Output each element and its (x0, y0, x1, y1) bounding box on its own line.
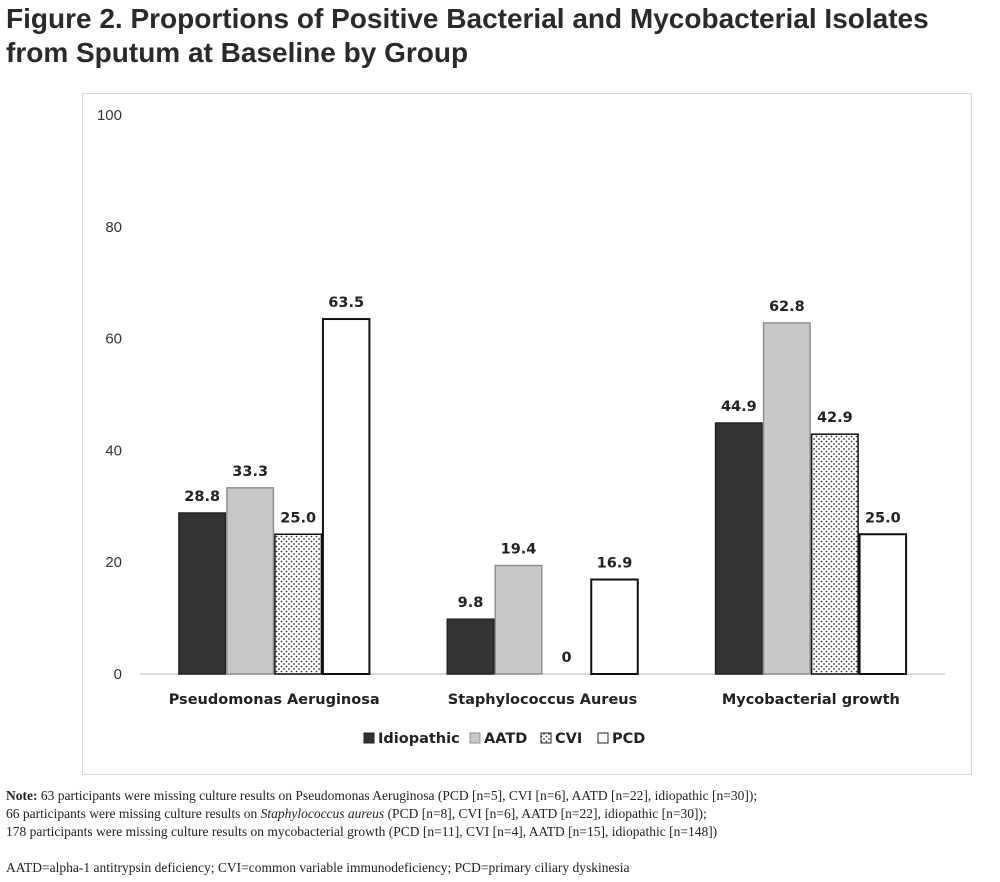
data-label: 42.9 (817, 410, 853, 426)
legend-label-aatd: AATD (484, 731, 527, 747)
data-label: 33.3 (232, 464, 268, 480)
figure-title: Figure 2. Proportions of Positive Bacter… (6, 3, 929, 68)
data-label: 9.8 (458, 595, 484, 611)
bar-idiopathic-2 (446, 618, 495, 675)
chart-area (82, 93, 972, 775)
data-label: 25.0 (280, 510, 316, 526)
bar-pcd-3 (858, 533, 908, 675)
data-label: 63.5 (328, 295, 364, 311)
bar-idiopathic-1 (178, 512, 227, 675)
note-text-2-pre: 66 participants were missing culture res… (6, 806, 261, 821)
note-text-2-italic: Staphylococcus aureus (260, 806, 385, 821)
legend-swatch-pcd (597, 732, 609, 744)
data-label: 28.8 (184, 489, 220, 505)
bar-cvi-1 (274, 533, 323, 675)
data-label: 16.9 (597, 556, 633, 572)
data-label: 62.8 (769, 299, 805, 315)
bar-pcd-1 (321, 318, 371, 675)
data-label: 0 (561, 650, 571, 666)
bar-idiopathic-3 (714, 422, 763, 675)
data-label: 44.9 (721, 399, 757, 415)
legend-swatch-idiopathic (363, 732, 375, 744)
note-text-1: 63 participants were missing culture res… (40, 788, 758, 803)
legend-swatch-cvi (540, 732, 552, 744)
bar-aatd-2 (494, 564, 543, 675)
y-tick-label: 40 (105, 442, 122, 459)
data-label: 25.0 (865, 510, 901, 526)
legend-swatch-aatd (469, 732, 481, 744)
y-tick-label: 0 (114, 666, 122, 683)
note-text-2-post: (PCD [n=8], CVI [n=6], AATD [n=22], idio… (384, 806, 707, 821)
bar-pcd-2 (590, 578, 639, 675)
note-line-3: 178 participants were missing culture re… (6, 824, 718, 839)
y-tick-label: 80 (105, 219, 122, 236)
y-tick-label: 100 (97, 107, 122, 124)
x-category-label: Mycobacterial growth (722, 692, 900, 708)
legend-label-pcd: PCD (612, 731, 645, 747)
figure-notes: Note: 63 participants were missing cultu… (6, 787, 996, 877)
bar-aatd-3 (762, 322, 811, 675)
legend-label-idiopathic: Idiopathic (378, 731, 460, 747)
abbreviations-line: AATD=alpha-1 antitrypsin deficiency; CVI… (6, 860, 630, 875)
y-tick-label: 60 (105, 331, 122, 348)
legend-label-cvi: CVI (555, 731, 582, 747)
x-category-label: Pseudomonas Aeruginosa (169, 692, 380, 708)
data-label: 19.4 (501, 542, 537, 558)
note-line-2: 66 participants were missing culture res… (6, 805, 996, 823)
bar-aatd-1 (226, 487, 275, 675)
y-tick-label: 20 (105, 554, 122, 571)
note-line-1: Note: 63 participants were missing cultu… (6, 787, 996, 805)
bar-cvi-3 (810, 433, 859, 675)
x-category-label: Staphylococcus Aureus (448, 692, 637, 708)
note-label: Note: (6, 788, 38, 803)
